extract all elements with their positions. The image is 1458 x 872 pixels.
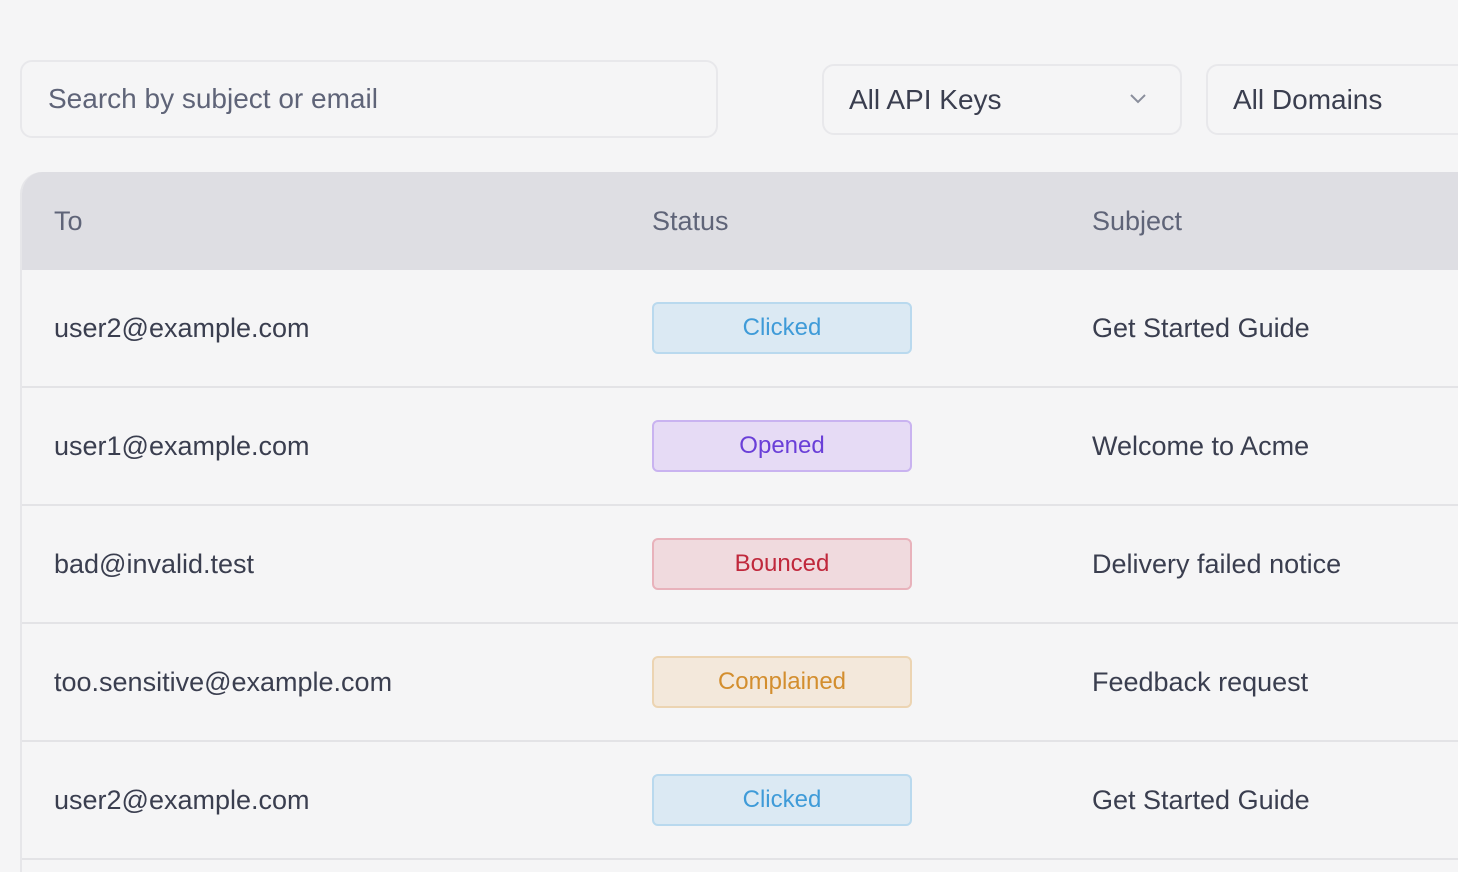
to-cell: bad@invalid.test [54,549,255,579]
to-cell: user2@example.com [54,313,310,343]
status-badge: Complained [652,656,912,708]
domains-select[interactable]: All Domains [1206,64,1458,135]
to-cell: too.sensitive@example.com [54,667,393,697]
domains-select-value: All Domains [1233,83,1383,115]
table-row[interactable]: too.sensitive@example.com Complained Feedb… [22,624,1458,742]
subject-cell: Delivery failed notice [1092,549,1342,579]
table-row[interactable]: user2@example.com Clicked Get Started Guid… [22,742,1458,860]
table-header: To Status Subject [22,172,1458,270]
table-row[interactable]: user1@example.com Opened Welcome to Acme [22,388,1458,506]
api-keys-select[interactable]: All API Keys [822,64,1182,135]
status-badge: Clicked [652,774,912,826]
status-badge: Clicked [652,302,912,354]
status-badge: Opened [652,420,912,472]
table-row[interactable]: user2@example.com Clicked Get Started Guid… [22,270,1458,388]
search-input[interactable] [22,62,716,136]
api-keys-select-value: All API Keys [849,83,1002,115]
to-cell: user2@example.com [54,785,310,815]
subject-cell: Welcome to Acme [1092,431,1310,461]
header-subject: Subject [1092,206,1183,236]
emails-table: To Status Subject user2@example.com Click… [20,172,1458,872]
subject-cell: Feedback request [1092,667,1309,697]
subject-cell: Get Started Guide [1092,785,1310,815]
header-status: Status [652,206,729,236]
status-badge: Bounced [652,538,912,590]
table-row[interactable]: bad@invalid.test Bounced Delivery failed n… [22,506,1458,624]
subject-cell: Get Started Guide [1092,313,1310,343]
chevron-down-icon [1130,94,1146,104]
to-cell: user1@example.com [54,431,310,461]
header-to: To [54,206,83,236]
search-field[interactable] [20,60,718,138]
